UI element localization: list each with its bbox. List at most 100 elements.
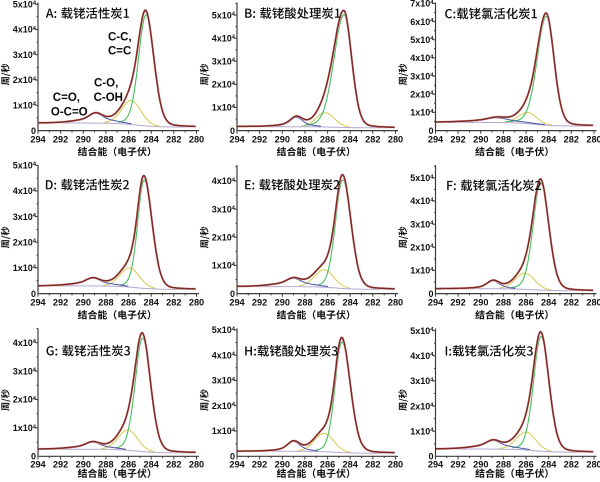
svg-text:280: 280 bbox=[189, 135, 204, 145]
svg-text:290: 290 bbox=[76, 135, 91, 145]
svg-text:282: 282 bbox=[365, 298, 380, 308]
svg-text:286: 286 bbox=[320, 298, 335, 308]
svg-text:282: 282 bbox=[564, 298, 579, 308]
svg-text:280: 280 bbox=[189, 298, 204, 308]
svg-text:5x104: 5x104 bbox=[212, 325, 236, 335]
svg-text:1x104: 1x104 bbox=[410, 108, 434, 118]
svg-text:284: 284 bbox=[343, 460, 359, 470]
svg-text:284: 284 bbox=[144, 460, 160, 470]
svg-text:294: 294 bbox=[229, 298, 245, 308]
svg-text:294: 294 bbox=[30, 460, 46, 470]
svg-text:O-C=O: O-C=O bbox=[51, 106, 88, 118]
svg-text:4x104: 4x104 bbox=[212, 176, 236, 186]
svg-text:0: 0 bbox=[31, 289, 36, 299]
svg-text:294: 294 bbox=[428, 460, 444, 470]
svg-text:280: 280 bbox=[388, 135, 403, 145]
svg-text:292: 292 bbox=[450, 135, 465, 145]
svg-text:282: 282 bbox=[365, 135, 380, 145]
svg-text:3x104: 3x104 bbox=[212, 57, 236, 67]
svg-text:288: 288 bbox=[496, 460, 511, 470]
svg-text:286: 286 bbox=[320, 460, 335, 470]
svg-text:288: 288 bbox=[297, 135, 312, 145]
svg-text:2x104: 2x104 bbox=[212, 232, 236, 242]
svg-text:3x104: 3x104 bbox=[13, 50, 37, 60]
svg-text:3x104: 3x104 bbox=[13, 366, 37, 376]
svg-text:3x104: 3x104 bbox=[410, 71, 434, 81]
svg-text:282: 282 bbox=[365, 460, 380, 470]
svg-text:2x104: 2x104 bbox=[13, 238, 37, 248]
svg-text:C-O,: C-O, bbox=[94, 78, 118, 90]
svg-text:294: 294 bbox=[229, 460, 245, 470]
svg-text:292: 292 bbox=[53, 298, 68, 308]
svg-text:292: 292 bbox=[252, 135, 267, 145]
svg-text:C-C,: C-C, bbox=[108, 32, 132, 44]
svg-text:292: 292 bbox=[450, 298, 465, 308]
svg-text:290: 290 bbox=[473, 298, 488, 308]
svg-text:2x104: 2x104 bbox=[410, 401, 434, 411]
svg-text:294: 294 bbox=[30, 298, 46, 308]
svg-text:1x104: 1x104 bbox=[212, 426, 236, 436]
svg-text:286: 286 bbox=[121, 298, 136, 308]
svg-text:288: 288 bbox=[297, 298, 312, 308]
svg-text:282: 282 bbox=[166, 460, 181, 470]
svg-text:288: 288 bbox=[496, 298, 511, 308]
svg-text:280: 280 bbox=[586, 135, 600, 145]
svg-text:292: 292 bbox=[252, 298, 267, 308]
svg-text:282: 282 bbox=[564, 460, 579, 470]
svg-text:292: 292 bbox=[53, 460, 68, 470]
svg-text:288: 288 bbox=[98, 460, 113, 470]
svg-text:294: 294 bbox=[229, 135, 245, 145]
svg-text:288: 288 bbox=[496, 135, 511, 145]
svg-text:286: 286 bbox=[320, 135, 335, 145]
svg-text:2x104: 2x104 bbox=[212, 401, 236, 411]
svg-text:290: 290 bbox=[275, 298, 290, 308]
svg-text:4x104: 4x104 bbox=[212, 33, 236, 43]
svg-text:7x104: 7x104 bbox=[410, 0, 434, 9]
svg-text:286: 286 bbox=[518, 298, 533, 308]
svg-text:3x104: 3x104 bbox=[13, 212, 37, 222]
svg-text:286: 286 bbox=[518, 135, 533, 145]
svg-text:294: 294 bbox=[30, 135, 46, 145]
svg-text:5x104: 5x104 bbox=[410, 326, 434, 336]
svg-text:2x104: 2x104 bbox=[410, 243, 434, 253]
svg-text:282: 282 bbox=[564, 135, 579, 145]
svg-text:0: 0 bbox=[230, 289, 235, 299]
svg-text:3x104: 3x104 bbox=[212, 376, 236, 386]
svg-text:C=O,: C=O, bbox=[53, 92, 80, 104]
svg-text:280: 280 bbox=[586, 460, 600, 470]
svg-text:280: 280 bbox=[388, 460, 403, 470]
svg-text:0: 0 bbox=[428, 452, 433, 462]
svg-text:284: 284 bbox=[541, 135, 557, 145]
svg-text:288: 288 bbox=[297, 460, 312, 470]
svg-text:4x104: 4x104 bbox=[410, 196, 434, 206]
svg-text:5x104: 5x104 bbox=[410, 35, 434, 45]
svg-text:0: 0 bbox=[31, 126, 36, 136]
svg-text:0: 0 bbox=[31, 452, 36, 462]
svg-text:0: 0 bbox=[230, 126, 235, 136]
svg-text:286: 286 bbox=[518, 460, 533, 470]
svg-text:C-OH: C-OH bbox=[94, 92, 123, 104]
svg-text:288: 288 bbox=[98, 298, 113, 308]
svg-text:1x104: 1x104 bbox=[13, 263, 37, 273]
svg-text:280: 280 bbox=[586, 298, 600, 308]
svg-text:1x104: 1x104 bbox=[410, 266, 434, 276]
svg-text:1x104: 1x104 bbox=[13, 423, 37, 433]
svg-text:2x104: 2x104 bbox=[212, 80, 236, 90]
svg-text:286: 286 bbox=[121, 460, 136, 470]
svg-text:3x104: 3x104 bbox=[410, 219, 434, 229]
svg-text:284: 284 bbox=[343, 135, 359, 145]
svg-text:290: 290 bbox=[275, 460, 290, 470]
svg-text:284: 284 bbox=[541, 460, 557, 470]
svg-text:0: 0 bbox=[428, 126, 433, 136]
svg-text:292: 292 bbox=[450, 460, 465, 470]
svg-text:2x104: 2x104 bbox=[13, 395, 37, 405]
svg-text:2x104: 2x104 bbox=[410, 90, 434, 100]
svg-text:290: 290 bbox=[76, 298, 91, 308]
svg-text:280: 280 bbox=[388, 298, 403, 308]
svg-text:290: 290 bbox=[76, 460, 91, 470]
svg-text:6x104: 6x104 bbox=[410, 17, 434, 27]
svg-text:1x104: 1x104 bbox=[410, 426, 434, 436]
svg-text:292: 292 bbox=[53, 135, 68, 145]
svg-text:1x104: 1x104 bbox=[212, 103, 236, 113]
svg-text:4x104: 4x104 bbox=[13, 25, 37, 35]
